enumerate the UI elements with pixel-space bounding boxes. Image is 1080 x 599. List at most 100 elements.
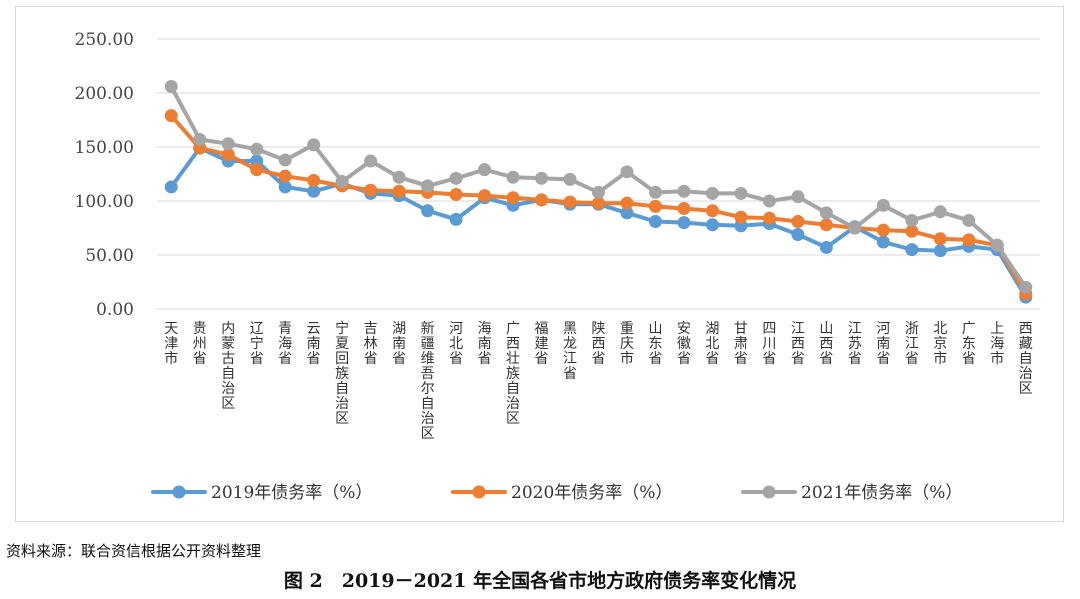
series-2-point-28 [962, 233, 976, 247]
series-3-point-16 [620, 165, 634, 179]
x-tick-label-16: 重庆市 [620, 321, 634, 367]
series-2-point-7 [364, 183, 378, 197]
y-tick-label-5: 250.00 [75, 30, 134, 50]
series-2-point-16 [620, 196, 634, 210]
x-tick-label-3: 辽宁省 [250, 321, 264, 367]
x-tick-label-15: 陕西省 [592, 321, 606, 367]
figure-caption: 图 2 2019－2021 年全国各省市地方政府债务率变化情况 [283, 570, 797, 592]
x-tick-label-2: 内蒙古自治区 [221, 321, 235, 412]
x-tick-label-0: 天津市 [164, 321, 178, 367]
x-tick-label-8: 湖南省 [392, 321, 406, 367]
series-3-point-30 [1019, 280, 1033, 294]
legend-marker-2 [472, 485, 486, 499]
series-3-point-25 [876, 198, 890, 212]
series-2-point-26 [905, 224, 919, 238]
y-tick-label-1: 50.00 [85, 246, 134, 266]
legend-label-3: 2021年债务率（%） [801, 483, 962, 503]
series-1-point-22 [791, 227, 805, 241]
series-3-point-15 [592, 185, 605, 199]
x-tick-label-6: 宁夏回族自治区 [335, 320, 349, 427]
series-1-point-9 [421, 204, 435, 218]
series-2-point-14 [563, 195, 577, 209]
y-tick-label-4: 200.00 [75, 84, 134, 104]
x-tick-label-7: 吉林省 [364, 321, 378, 367]
legend-label-1: 2019年债务率（%） [211, 483, 372, 503]
series-3-point-4 [278, 153, 292, 167]
series-2-point-5 [307, 173, 321, 187]
series-2-point-18 [677, 202, 691, 216]
series-2-point-3 [250, 163, 264, 177]
x-tick-label-26: 浙江省 [905, 321, 919, 367]
series-2-point-0 [164, 109, 178, 123]
x-tick-label-4: 青海省 [278, 321, 292, 367]
series-3-point-20 [734, 186, 748, 200]
chart-frame: 0.00 50.00 100.00 150.00 200.00 250.00 天津市 贵州省内… [15, 6, 1064, 522]
series-1-point-25 [876, 235, 890, 249]
x-tick-label-25: 河南省 [876, 321, 890, 367]
series-3-point-2 [221, 137, 235, 151]
x-tick-label-9: 新疆维吾尔自治区 [421, 321, 435, 442]
series-3-point-9 [421, 179, 435, 193]
series-1-point-5 [307, 184, 321, 198]
x-tick-label-12: 广西壮族自治区 [506, 321, 520, 427]
series-1-point-17 [648, 215, 662, 229]
series-3-point-12 [506, 170, 520, 184]
series-2-point-4 [278, 169, 292, 183]
series-3-point-22 [791, 190, 805, 204]
x-tick-label-17: 山东省 [648, 321, 662, 367]
series-2-point-12 [506, 191, 520, 205]
series-2-point-22 [791, 215, 805, 229]
series-1-point-19 [705, 218, 719, 232]
source-note: 资料来源：联合资信根据公开资料整理 [6, 542, 262, 560]
x-tick-label-19: 湖北省 [705, 321, 719, 367]
series-2-point-19 [705, 204, 719, 218]
series-3-point-7 [364, 154, 378, 168]
series-2-point-25 [876, 223, 890, 237]
x-tick-label-18: 安徽省 [677, 321, 691, 367]
series-3-point-24 [848, 221, 862, 235]
x-tick-label-20: 甘肃省 [734, 321, 748, 367]
series-3-point-23 [819, 206, 833, 220]
series-3-point-3 [250, 142, 264, 156]
series-3-point-18 [677, 184, 691, 198]
series-2-point-15 [592, 196, 605, 210]
series-3-point-28 [962, 213, 976, 227]
series-line-1 [169, 146, 1028, 300]
x-tick-label-10: 河北省 [449, 321, 463, 367]
series-2-point-8 [392, 184, 406, 198]
x-tick-label-5: 云南省 [307, 321, 321, 367]
series-3-point-10 [449, 171, 463, 185]
series-3-point-14 [563, 172, 577, 186]
x-tick-label-23: 山西省 [819, 321, 833, 367]
series-3-point-6 [335, 175, 349, 189]
x-tick-label-28: 广东省 [962, 321, 976, 367]
series-2-point-27 [933, 232, 947, 246]
series-1-point-4 [278, 180, 292, 194]
legend-marker-3 [762, 485, 776, 499]
series-3-point-1 [193, 132, 207, 146]
series-3-point-29 [990, 238, 1004, 252]
series-2-point-13 [535, 193, 549, 207]
y-tick-label-2: 100.00 [75, 192, 134, 212]
series-2-point-23 [819, 218, 833, 232]
series-2-point-21 [762, 211, 776, 225]
x-tick-label-13: 福建省 [535, 321, 549, 367]
series-3-point-5 [307, 138, 321, 152]
y-tick-label-0: 0.00 [96, 300, 134, 320]
series-1-point-16 [620, 206, 634, 220]
x-tick-label-1: 贵州省 [193, 321, 207, 367]
series-2-point-2 [221, 148, 235, 162]
y-tick-label-3: 150.00 [75, 138, 134, 158]
legend-label-2: 2020年债务率（%） [511, 483, 672, 503]
series-3-point-0 [164, 80, 178, 94]
series-1-point-27 [933, 244, 947, 258]
x-tick-label-29: 上海市 [990, 321, 1004, 367]
series-3-point-17 [648, 185, 662, 199]
series-2-point-17 [648, 199, 662, 213]
series-1-point-23 [819, 240, 833, 254]
series-3-point-26 [905, 213, 919, 227]
x-tick-label-27: 北京市 [933, 321, 947, 367]
series-2-point-11 [478, 189, 492, 203]
series-2-point-10 [449, 188, 463, 202]
x-tick-label-21: 四川省 [762, 321, 776, 367]
